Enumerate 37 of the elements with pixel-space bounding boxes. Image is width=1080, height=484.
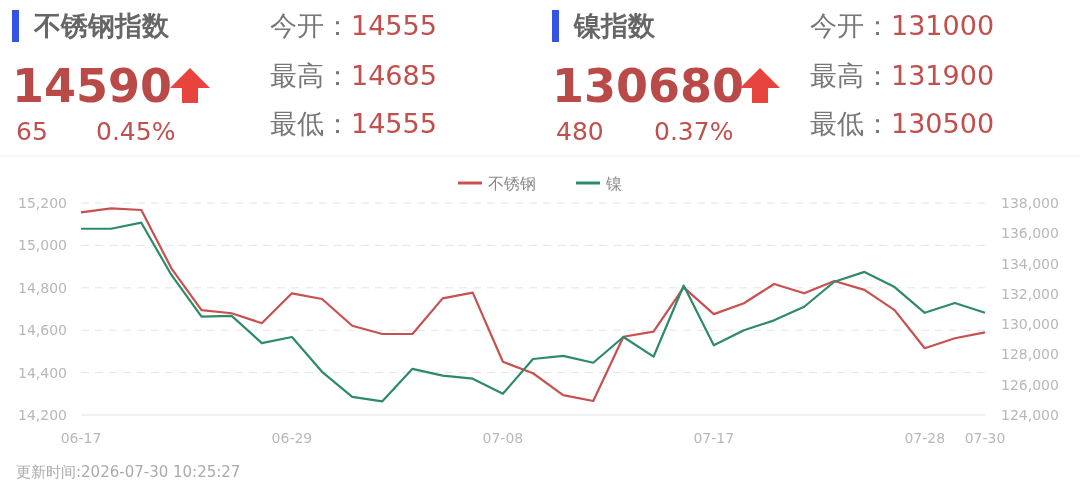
text: 14590 [12,59,173,113]
legend-label: 镍 [605,174,622,193]
x-tick-label: 07-30 [964,430,1006,446]
y2-tick-label: 132,000 [1001,285,1059,302]
x-tick-label: 07-28 [904,430,946,446]
y-tick-label: 14,400 [18,364,67,381]
y2-tick-label: 126,000 [1001,376,1059,393]
text: 更新时间:2026-07-30 10:25:27 [16,463,241,481]
text: 480 [556,117,604,146]
y2-tick-label: 138,000 [1001,195,1059,211]
y-tick-label: 14,200 [18,407,67,423]
x-tick-label: 06-17 [60,430,102,446]
text: 0.45% [96,117,176,146]
text: 镍指数 [573,10,656,41]
text: 65 [16,117,48,146]
text: 今开：14555 [270,10,437,41]
x-tick-label: 07-17 [693,430,735,446]
text: 不锈钢指数 [33,10,170,41]
text: 最高：14685 [270,60,437,91]
text: 最低：14555 [270,108,437,139]
y-tick-label: 14,600 [18,322,67,339]
legend-label: 不锈钢 [488,174,536,193]
x-tick-label: 07-08 [482,430,524,446]
text: 今开：131000 [810,10,995,41]
text: 0.37% [654,117,734,146]
y2-tick-label: 128,000 [1001,346,1059,363]
y2-tick-label: 136,000 [1001,225,1059,242]
text: 130680 [552,59,745,113]
text: 最低：130500 [810,108,995,139]
text: 最高：131900 [810,60,995,91]
y2-tick-label: 134,000 [1001,255,1059,272]
y2-tick-label: 130,000 [1001,316,1059,333]
x-tick-label: 06-29 [271,430,313,446]
y-tick-label: 15,000 [18,237,67,254]
y-tick-label: 14,800 [18,279,67,296]
y2-tick-label: 124,000 [1001,407,1059,423]
y-tick-label: 15,200 [18,195,67,211]
